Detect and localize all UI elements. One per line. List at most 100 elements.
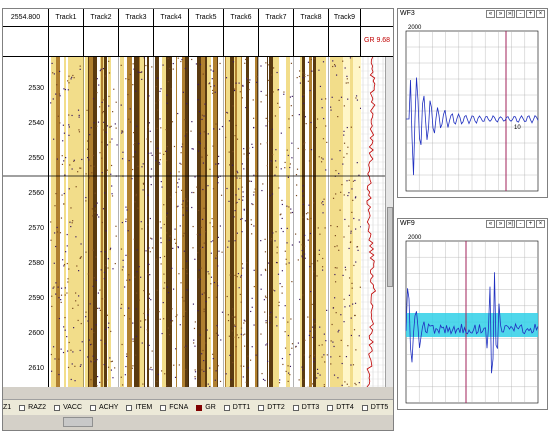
track-image-1	[49, 57, 85, 387]
curve-label: DTT1	[232, 404, 251, 411]
curve-toggle-vacc[interactable]: VACC	[54, 404, 82, 411]
curve-label: GR	[205, 404, 216, 411]
subheader-5	[189, 27, 224, 57]
curve-toggle-dtt4[interactable]: DTT4	[327, 404, 354, 411]
curve-checkbox[interactable]	[223, 404, 230, 411]
gr-track	[361, 57, 385, 387]
waveform-trace	[405, 272, 539, 374]
waveform-window-wf3: WF3 «» »| - + × 2000 10	[397, 8, 548, 198]
track-header-6[interactable]: Track6	[224, 9, 259, 27]
wf9-toolbar-button[interactable]: ×	[536, 220, 545, 228]
subheader-4	[154, 27, 189, 57]
curve-label: ACHY	[99, 404, 119, 411]
depth-tick: 2580	[28, 260, 44, 267]
curve-label: DTT4	[336, 404, 354, 411]
wf3-title: WF3	[400, 10, 415, 17]
wf3-toolbar-button[interactable]: »|	[506, 10, 515, 18]
depth-tick: 2530	[28, 85, 44, 92]
track-header-9[interactable]: Track9	[329, 9, 361, 27]
wf9-title: WF9	[400, 220, 415, 227]
depth-tick: 2520	[28, 57, 44, 58]
horizontal-scrollbar-thumb[interactable]	[63, 417, 93, 427]
track-image-9	[329, 57, 365, 387]
track-header-3[interactable]: Track3	[119, 9, 154, 27]
track-header-4[interactable]: Track4	[154, 9, 189, 27]
curve-checkbox[interactable]	[361, 404, 368, 411]
curve-checkbox[interactable]	[292, 404, 299, 411]
waveform-ymax-label: 2000	[408, 25, 422, 31]
curve-label: DTT5	[370, 404, 389, 411]
track-header-5[interactable]: Track5	[189, 9, 224, 27]
track-header-gr	[361, 9, 393, 27]
wf3-toolbar-button[interactable]: +	[526, 10, 535, 18]
curve-checkbox[interactable]	[327, 404, 334, 411]
track-header-8[interactable]: Track8	[294, 9, 329, 27]
waveform-trace	[406, 77, 539, 176]
wf3-toolbar-button[interactable]: -	[516, 10, 525, 18]
curve-toggle-fcna[interactable]: FCNA	[160, 404, 188, 411]
track-image-6	[224, 57, 260, 387]
curve-label: DTT2	[267, 404, 285, 411]
track-header-row: 2554.800 Track1 Track2 Track3 Track4 Tra…	[3, 9, 393, 27]
track-header-1[interactable]: Track1	[49, 9, 84, 27]
curve-label: Z1	[3, 404, 12, 411]
track-header-2[interactable]: Track2	[84, 9, 119, 27]
header-depth: 2554.800	[3, 9, 49, 27]
curve-checkbox[interactable]	[258, 404, 265, 411]
track-image-3	[119, 57, 155, 387]
vertical-scrollbar[interactable]	[385, 57, 393, 387]
curve-label: RAZ2	[28, 404, 47, 411]
curve-checkbox[interactable]	[126, 404, 133, 411]
wf3-waveform-plot[interactable]: 2000 10	[398, 21, 547, 197]
vertical-scrollbar-thumb[interactable]	[387, 207, 393, 287]
wf9-waveform-plot[interactable]: 2000	[398, 231, 547, 409]
track-image-4	[154, 57, 190, 387]
subheader-8	[294, 27, 329, 57]
subheader-7	[259, 27, 294, 57]
subheader-9	[329, 27, 361, 57]
curve-toggle-dtt1[interactable]: DTT1	[223, 404, 251, 411]
curve-label: DTT3	[301, 404, 320, 411]
waveform-grid	[405, 30, 539, 192]
subheader-depth	[3, 27, 49, 57]
curve-checkbox[interactable]	[19, 404, 26, 411]
depth-column: 2520 2530 2540 2550 2560 2570 2580 2590 …	[3, 57, 49, 387]
depth-tick: 2560	[28, 190, 44, 197]
curve-toggle-gr[interactable]: GR	[196, 404, 216, 411]
wf3-toolbar-button[interactable]: «	[486, 10, 495, 18]
curve-checkbox[interactable]	[160, 404, 167, 411]
curve-toggle-item[interactable]: ITEM	[126, 404, 152, 411]
wf9-toolbar-button[interactable]: «	[486, 220, 495, 228]
curve-checkbox[interactable]	[54, 404, 61, 411]
curve-toggle-dtt3[interactable]: DTT3	[292, 404, 320, 411]
curve-toggle-z1[interactable]: Z1	[3, 404, 11, 411]
curve-checkbox[interactable]	[196, 404, 203, 411]
wf9-toolbar-button[interactable]: +	[526, 220, 535, 228]
waveform-window-wf9: WF9 «» »| - + × 2000	[397, 218, 548, 410]
wf9-toolbar-button[interactable]: »	[496, 220, 505, 228]
curve-toggle-dtt5[interactable]: DTT5	[361, 404, 389, 411]
wf9-toolbar-button[interactable]: -	[516, 220, 525, 228]
depth-tick: 2590	[28, 295, 44, 302]
log-plot-area[interactable]: 2520 2530 2540 2550 2560 2570 2580 2590 …	[3, 57, 385, 387]
curve-checkbox[interactable]	[90, 404, 97, 411]
subheader-2	[84, 27, 119, 57]
track-subheader-row: GR 9.68	[3, 27, 393, 57]
log-display-window: 2554.800 Track1 Track2 Track3 Track4 Tra…	[2, 8, 394, 431]
track-image-8	[294, 57, 330, 387]
curve-toggle-achy[interactable]: ACHY	[90, 404, 118, 411]
curve-toggle-dtt2[interactable]: DTT2	[258, 404, 285, 411]
curve-toggle-raz2[interactable]: RAZ2	[19, 404, 46, 411]
wf3-toolbar-button[interactable]: »	[496, 10, 505, 18]
curve-label: FCNA	[169, 404, 189, 411]
wf3-toolbar-button[interactable]: ×	[536, 10, 545, 18]
curve-selector-bar: Z1 RAZ2 VACC ACHY ITEM FCNA GR DTT1 DTT2 DTT3 DTT4…	[3, 399, 393, 415]
depth-tick: 2570	[28, 225, 44, 232]
track-header-7[interactable]: Track7	[259, 9, 294, 27]
track-image-2	[84, 57, 120, 387]
depth-tick: 2540	[28, 120, 44, 127]
wf9-toolbar-button[interactable]: »|	[506, 220, 515, 228]
track-image-5	[189, 57, 225, 387]
wf3-toolbar: «» »| - + ×	[485, 10, 545, 18]
curve-label: ITEM	[135, 404, 153, 411]
